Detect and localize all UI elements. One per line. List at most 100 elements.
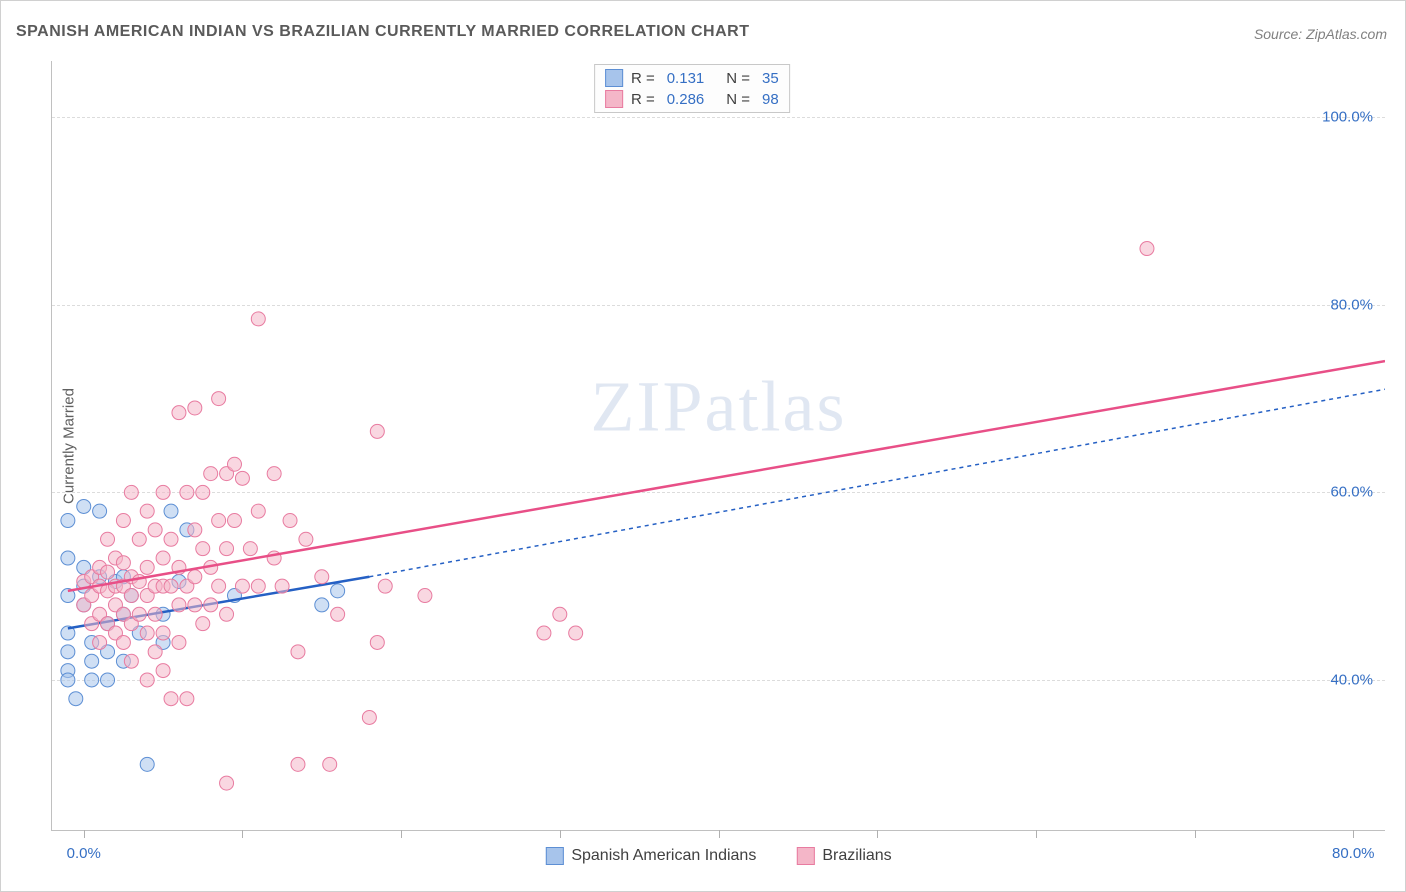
data-point xyxy=(220,607,234,621)
data-point xyxy=(101,565,115,579)
data-point xyxy=(116,514,130,528)
data-point xyxy=(156,664,170,678)
data-point xyxy=(116,635,130,649)
source-label: Source: ZipAtlas.com xyxy=(1254,26,1387,42)
data-point xyxy=(77,499,91,513)
data-point xyxy=(61,645,75,659)
data-point xyxy=(164,579,178,593)
data-point xyxy=(156,551,170,565)
data-point xyxy=(124,654,138,668)
x-tick xyxy=(560,830,561,838)
regression-line xyxy=(68,361,1385,591)
data-point xyxy=(537,626,551,640)
legend-item: Brazilians xyxy=(796,847,891,865)
data-point xyxy=(101,532,115,546)
data-point xyxy=(315,570,329,584)
data-point xyxy=(61,551,75,565)
data-point xyxy=(172,635,186,649)
data-point xyxy=(220,542,234,556)
legend-swatch xyxy=(605,69,623,87)
data-point xyxy=(61,673,75,687)
data-point xyxy=(235,471,249,485)
data-point xyxy=(140,673,154,687)
data-point xyxy=(378,579,392,593)
data-point xyxy=(164,504,178,518)
data-point xyxy=(299,532,313,546)
data-point xyxy=(1140,242,1154,256)
plot-area: ZIPatlas R =0.131N =35R =0.286N =98 Span… xyxy=(51,61,1385,831)
data-point xyxy=(196,485,210,499)
data-point xyxy=(188,401,202,415)
x-tick xyxy=(1353,830,1354,838)
data-point xyxy=(132,607,146,621)
legend-n-label: N = xyxy=(726,70,750,87)
legend-r-label: R = xyxy=(631,70,655,87)
data-point xyxy=(212,514,226,528)
data-point xyxy=(243,542,257,556)
data-point xyxy=(251,579,265,593)
x-tick xyxy=(877,830,878,838)
data-point xyxy=(331,584,345,598)
data-point xyxy=(93,635,107,649)
data-point xyxy=(148,645,162,659)
data-point xyxy=(362,710,376,724)
data-point xyxy=(196,542,210,556)
legend-row: R =0.131N =35 xyxy=(605,69,779,87)
legend-r-value: 0.286 xyxy=(667,91,705,108)
data-point xyxy=(164,532,178,546)
x-tick xyxy=(242,830,243,838)
data-point xyxy=(291,757,305,771)
data-point xyxy=(291,645,305,659)
data-point xyxy=(251,504,265,518)
data-point xyxy=(148,607,162,621)
data-point xyxy=(69,692,83,706)
data-point xyxy=(124,589,138,603)
data-point xyxy=(370,635,384,649)
data-point xyxy=(204,467,218,481)
x-tick xyxy=(401,830,402,838)
series-legend: Spanish American Indians Brazilians xyxy=(545,847,891,865)
x-tick xyxy=(719,830,720,838)
legend-r-label: R = xyxy=(631,91,655,108)
legend-r-value: 0.131 xyxy=(667,70,705,87)
data-point xyxy=(164,692,178,706)
legend-swatch xyxy=(605,90,623,108)
legend-label: Brazilians xyxy=(822,847,891,865)
data-point xyxy=(235,579,249,593)
data-point xyxy=(124,485,138,499)
legend-swatch xyxy=(545,847,563,865)
data-point xyxy=(172,598,186,612)
data-point xyxy=(204,598,218,612)
legend-n-value: 98 xyxy=(762,91,779,108)
data-point xyxy=(569,626,583,640)
data-point xyxy=(275,579,289,593)
regression-line-dashed xyxy=(369,389,1385,577)
x-tick-label: 0.0% xyxy=(67,845,101,862)
data-point xyxy=(227,514,241,528)
data-point xyxy=(227,457,241,471)
x-tick xyxy=(1195,830,1196,838)
correlation-legend: R =0.131N =35R =0.286N =98 xyxy=(594,64,790,113)
x-tick-label: 80.0% xyxy=(1332,845,1375,862)
data-point xyxy=(188,598,202,612)
plot-svg xyxy=(52,61,1385,830)
data-point xyxy=(180,692,194,706)
legend-swatch xyxy=(796,847,814,865)
data-point xyxy=(323,757,337,771)
chart-container: SPANISH AMERICAN INDIAN VS BRAZILIAN CUR… xyxy=(0,0,1406,892)
data-point xyxy=(331,607,345,621)
legend-label: Spanish American Indians xyxy=(571,847,756,865)
data-point xyxy=(85,673,99,687)
data-point xyxy=(140,626,154,640)
data-point xyxy=(267,467,281,481)
data-point xyxy=(196,617,210,631)
data-point xyxy=(140,560,154,574)
data-point xyxy=(180,485,194,499)
data-point xyxy=(553,607,567,621)
data-point xyxy=(93,504,107,518)
data-point xyxy=(283,514,297,528)
data-point xyxy=(418,589,432,603)
data-point xyxy=(132,532,146,546)
data-point xyxy=(61,514,75,528)
legend-item: Spanish American Indians xyxy=(545,847,756,865)
